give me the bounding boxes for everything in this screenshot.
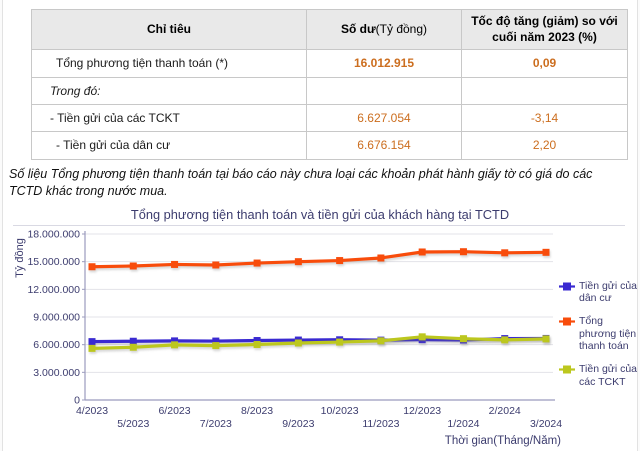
data-point-marker xyxy=(377,336,385,344)
data-point-marker xyxy=(459,334,467,342)
footnote: Số liệu Tổng phương tiện thanh toán tại … xyxy=(9,166,593,198)
data-point-marker xyxy=(129,337,137,345)
y-tick-label: 15.000.000 xyxy=(27,256,80,268)
row-label: Trong đó: xyxy=(31,76,307,105)
table-row: Tổng phương tiện thanh toán (*) 16.012.9… xyxy=(31,49,628,78)
data-point-marker xyxy=(253,340,261,348)
chart-section: Tổng phương tiện thanh toán và tiền gửi … xyxy=(3,206,637,450)
x-tick-label: 5/2023 xyxy=(117,418,149,430)
data-point-marker xyxy=(294,257,302,265)
data-point-marker xyxy=(253,259,261,267)
x-tick-label: 6/2023 xyxy=(158,405,190,417)
data-point-marker xyxy=(294,339,302,347)
y-axis-title: Tỷ đồng xyxy=(14,238,26,278)
legend-marker-icon xyxy=(559,282,575,290)
x-tick-label: 1/2024 xyxy=(447,418,479,430)
legend-marker-icon xyxy=(559,365,575,374)
series-line xyxy=(90,249,548,268)
x-tick-label: 2/2024 xyxy=(489,405,521,417)
table-row: - Tiền gửi của các TCKT 6.627.054 -3,14 xyxy=(31,103,628,133)
line-chart: 0 3.000.000 6.000.000 9.000.000 12.000.000 15… xyxy=(14,228,562,447)
x-tick-label: 11/2023 xyxy=(362,418,399,430)
data-point-marker xyxy=(336,256,344,264)
data-point-marker xyxy=(129,262,137,270)
data-point-marker xyxy=(88,262,96,270)
legend-label: Tiền gửi của các TCKT xyxy=(579,363,638,388)
data-point-marker xyxy=(418,247,426,255)
legend-item: Tiền gửi của dân cư xyxy=(559,280,639,305)
x-tick-label: 9/2023 xyxy=(282,418,314,430)
y-tick-label: 6.000.000 xyxy=(33,339,80,351)
row-growth: 0,09 xyxy=(461,49,628,78)
data-point-marker xyxy=(171,260,179,268)
data-point-marker xyxy=(501,335,509,343)
x-tick-label: 12/2023 xyxy=(403,405,441,417)
series-Tổng phương tiện thanh toán xyxy=(88,247,550,270)
y-tick-label: 12.000.000 xyxy=(27,283,80,295)
data-point-marker xyxy=(542,334,550,342)
data-point-marker xyxy=(501,248,509,256)
data-point-marker xyxy=(129,343,137,351)
indicators-table: Chỉ tiêu Số dư(Tỷ đồng) Tốc độ tăng (giả… xyxy=(31,8,628,160)
legend-marker-icon xyxy=(559,317,575,326)
data-point-marker xyxy=(212,260,220,268)
series-line xyxy=(90,334,548,350)
row-growth: -3,14 xyxy=(461,103,628,133)
y-tick-label: 3.000.000 xyxy=(33,366,80,378)
data-point-marker xyxy=(171,340,179,348)
data-point-marker xyxy=(418,332,426,340)
row-balance xyxy=(306,76,462,105)
row-label: Tổng phương tiện thanh toán (*) xyxy=(31,49,307,78)
data-point-marker xyxy=(459,247,467,255)
x-tick-label: 8/2023 xyxy=(241,405,273,417)
legend-item: Tiền gửi của các TCKT xyxy=(559,363,639,388)
header-balance: Số dư(Tỷ đồng) xyxy=(306,8,462,51)
x-axis-title: Thời gian(Tháng/Năm) xyxy=(445,435,561,447)
x-tick-label: 4/2023 xyxy=(76,405,108,417)
chart-area: 0 3.000.000 6.000.000 9.000.000 12.000.000 15… xyxy=(11,228,637,450)
x-tick-label: 7/2023 xyxy=(200,418,232,430)
header-balance-unit: (Tỷ đồng) xyxy=(375,21,428,36)
x-tick-label: 3/2024 xyxy=(530,418,562,430)
data-point-marker xyxy=(377,253,385,261)
data-point-marker xyxy=(542,248,550,256)
divider xyxy=(13,224,625,226)
row-balance: 6.676.154 xyxy=(306,131,462,160)
data-point-marker xyxy=(88,344,96,352)
series-Tiền gửi của các TCKT xyxy=(88,332,550,352)
row-growth xyxy=(461,76,628,105)
chart-title: Tổng phương tiện thanh toán và tiền gửi … xyxy=(130,206,510,222)
data-point-marker xyxy=(212,337,220,345)
y-tick-label: 18.000.000 xyxy=(27,228,80,240)
row-balance: 16.012.915 xyxy=(306,49,462,78)
y-tick-label: 0 xyxy=(74,394,80,406)
table-row: Trong đó: xyxy=(31,76,628,105)
legend-label: Tiền gửi của dân cư xyxy=(579,279,638,304)
row-label: - Tiền gửi của dân cư xyxy=(31,131,307,160)
row-balance: 6.627.054 xyxy=(306,103,462,133)
header-indicator: Chỉ tiêu xyxy=(31,8,307,51)
data-point-marker xyxy=(336,338,344,346)
row-label: - Tiền gửi của các TCKT xyxy=(31,103,307,133)
x-tick-label: 10/2023 xyxy=(321,405,359,417)
data-point-marker xyxy=(171,336,179,344)
chart-legend: Tiền gửi của dân cư Tổng phương tiện than… xyxy=(559,280,639,389)
data-point-marker xyxy=(88,337,96,345)
y-tick-label: 9.000.000 xyxy=(33,311,80,323)
header-growth: Tốc độ tăng (giảm) so với cuối năm 2023 … xyxy=(461,8,628,51)
data-point-marker xyxy=(212,341,220,349)
table-header-row: Chỉ tiêu Số dư(Tỷ đồng) Tốc độ tăng (giả… xyxy=(31,8,628,51)
table-row: - Tiền gửi của dân cư 6.676.154 2,20 xyxy=(31,131,628,160)
data-point-marker xyxy=(253,336,261,344)
header-balance-label: Số dư xyxy=(340,21,376,36)
legend-item: Tổng phương tiện thanh toán xyxy=(559,315,639,352)
legend-label: Tổng phương tiện thanh toán xyxy=(579,315,637,352)
row-growth: 2,20 xyxy=(461,131,628,160)
